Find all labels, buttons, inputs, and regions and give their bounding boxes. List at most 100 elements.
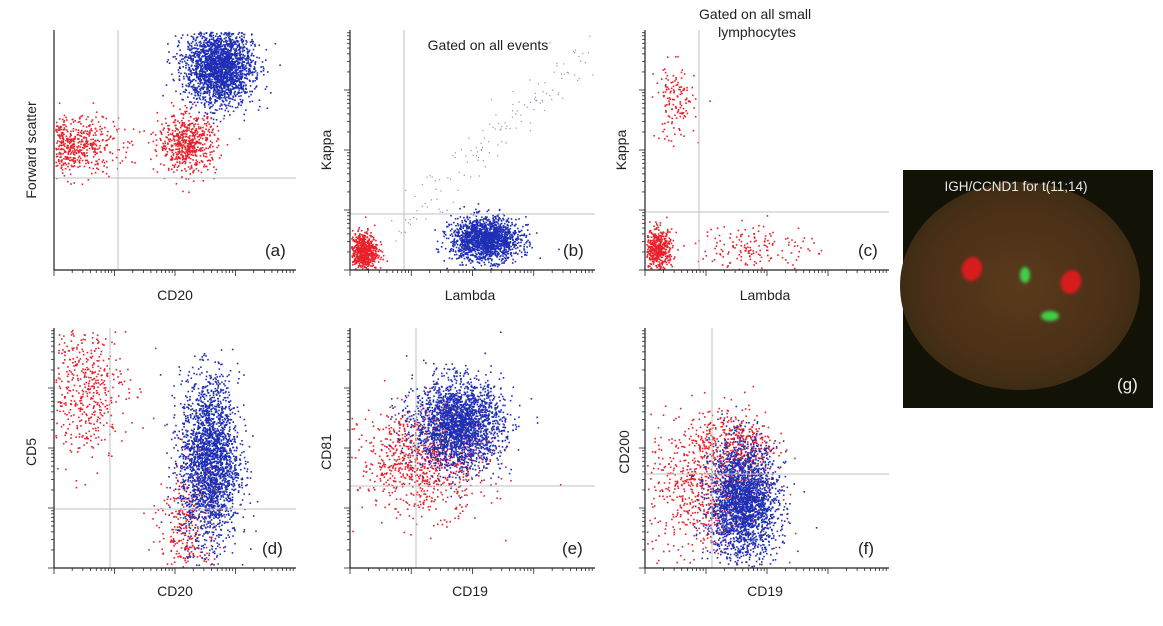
- scatter-point: [92, 156, 95, 158]
- scatter-point: [222, 62, 224, 64]
- scatter-point: [354, 263, 356, 266]
- scatter-point: [232, 61, 234, 63]
- scatter-point: [237, 104, 240, 106]
- scatter-point: [441, 242, 444, 244]
- scatter-point: [239, 81, 242, 83]
- scatter-point: [155, 144, 158, 147]
- scatter-point: [199, 70, 201, 72]
- scatter-point: [211, 45, 214, 48]
- scatter-point: [197, 117, 200, 119]
- scatter-point: [239, 53, 241, 56]
- scatter-point: [371, 252, 373, 254]
- scatter-point: [188, 48, 191, 51]
- scatter-point: [99, 128, 101, 131]
- scatter-point: [243, 56, 245, 59]
- scatter-point: [228, 46, 231, 48]
- scatter-point: [182, 146, 184, 148]
- scatter-point: [230, 77, 232, 79]
- scatter-point: [188, 127, 190, 129]
- scatter-point: [506, 234, 508, 237]
- scatter-point: [205, 53, 208, 55]
- scatter-point: [364, 251, 366, 253]
- scatter-point: [254, 62, 256, 64]
- scatter-point: [217, 95, 220, 97]
- scatter-point: [227, 59, 229, 61]
- scatter-point: [230, 69, 233, 71]
- scatter-point: [499, 255, 501, 258]
- scatter-point: [187, 64, 190, 66]
- scatter-point: [182, 140, 185, 143]
- scatter-point: [196, 90, 198, 92]
- scatter-point: [364, 266, 367, 268]
- scatter-point: [220, 41, 222, 44]
- scatter-point: [177, 40, 180, 42]
- scatter-point: [446, 221, 448, 224]
- scatter-point: [265, 85, 268, 88]
- scatter-point: [224, 40, 227, 42]
- scatter-point: [523, 243, 526, 246]
- scatter-point: [83, 155, 86, 158]
- scatter-point: [221, 69, 224, 71]
- scatter-point: [231, 98, 234, 100]
- scatter-point: [231, 46, 234, 48]
- scatter-point: [263, 74, 265, 76]
- scatter-point: [453, 254, 456, 256]
- scatter-point: [173, 140, 176, 142]
- scatter-point: [56, 125, 58, 127]
- scatter-point: [199, 149, 201, 151]
- scatter-point: [256, 72, 259, 74]
- scatter-point: [188, 145, 191, 148]
- scatter-point: [64, 155, 66, 158]
- scatter-point: [221, 66, 224, 68]
- scatter-point: [172, 152, 175, 155]
- scatter-point: [236, 80, 239, 82]
- scatter-point: [199, 60, 201, 62]
- scatter-point: [214, 46, 216, 48]
- scatter-point: [202, 47, 204, 50]
- scatter-point: [194, 89, 197, 92]
- scatter-point: [86, 152, 88, 154]
- scatter-point: [79, 116, 81, 119]
- scatter-point: [247, 68, 250, 70]
- scatter-point: [175, 58, 177, 60]
- scatter-point: [83, 132, 85, 135]
- scatter-point: [364, 216, 367, 218]
- scatter-point: [492, 222, 495, 224]
- scatter-point: [194, 119, 197, 122]
- scatter-point: [194, 143, 197, 145]
- scatter-point: [98, 158, 100, 161]
- scatter-point: [177, 157, 179, 160]
- scatter-point: [226, 67, 229, 69]
- scatter-point: [224, 32, 226, 34]
- scatter-point: [213, 112, 216, 114]
- scatter-point: [203, 148, 206, 151]
- scatter-point: [224, 66, 226, 68]
- scatter-point: [212, 128, 214, 130]
- scatter-point: [187, 82, 190, 85]
- scatter-point: [83, 144, 86, 146]
- scatter-point: [187, 48, 189, 50]
- scatter-point: [244, 58, 246, 60]
- scatter-point: [188, 54, 191, 57]
- scatter-point: [60, 167, 62, 169]
- scatter-point: [183, 139, 186, 141]
- scatter-point: [174, 119, 177, 121]
- scatter-point: [60, 128, 62, 131]
- scatter-point: [58, 129, 61, 131]
- scatter-point: [155, 139, 158, 141]
- scatter-point: [190, 35, 193, 38]
- scatter-point: [372, 264, 375, 267]
- scatter-point: [231, 45, 233, 47]
- scatter-point: [226, 48, 228, 50]
- scatter-point: [59, 156, 61, 159]
- scatter-point: [237, 92, 240, 95]
- scatter-point: [202, 92, 205, 95]
- scatter-point: [506, 219, 509, 221]
- scatter-point: [79, 157, 82, 160]
- scatter-point: [152, 168, 155, 170]
- scatter-point: [178, 79, 181, 81]
- scatter-point: [229, 100, 231, 103]
- scatter-point: [457, 217, 459, 220]
- scatter-point: [351, 238, 353, 240]
